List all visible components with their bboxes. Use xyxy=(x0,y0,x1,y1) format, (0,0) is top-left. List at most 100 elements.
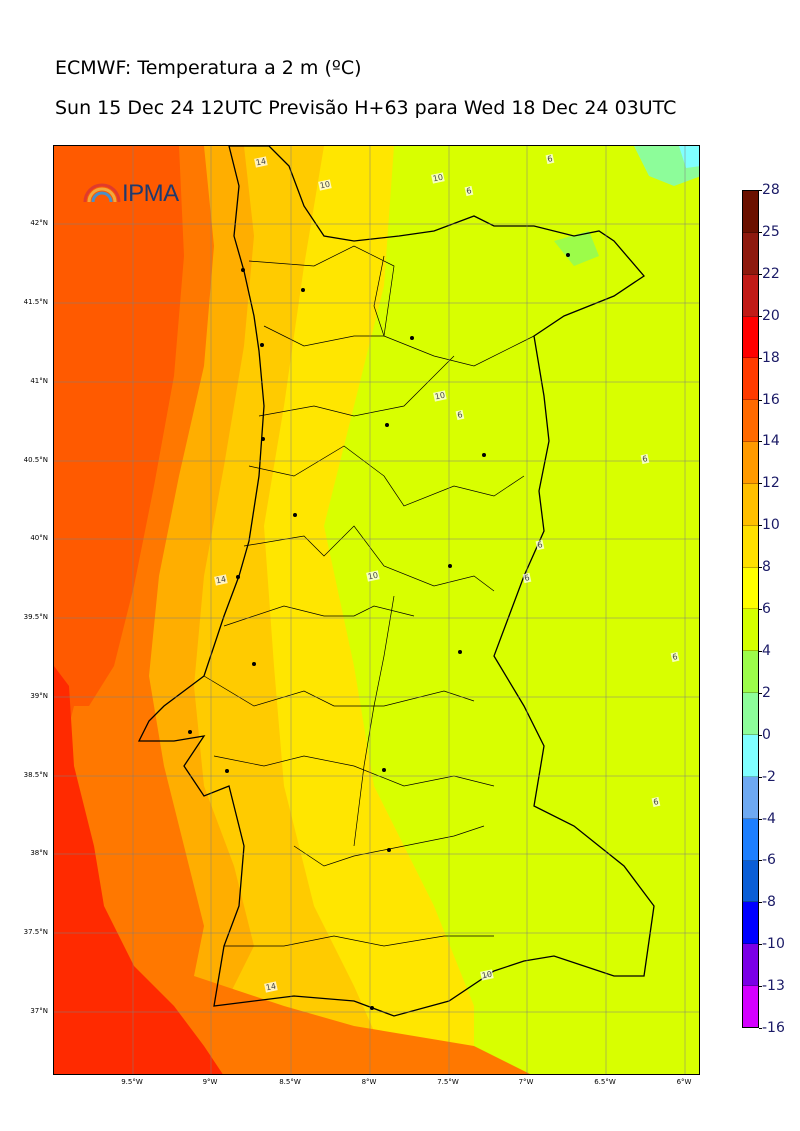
city-marker xyxy=(236,575,240,579)
colorbar-level-label: 28 xyxy=(762,182,780,198)
city-marker xyxy=(241,268,245,272)
colorbar-level-label: -13 xyxy=(762,978,785,995)
lat-label: 41.5°N xyxy=(23,298,48,306)
colorbar-tick xyxy=(759,609,762,610)
colorbar-tick xyxy=(759,860,762,862)
colorbar-level-label: 4 xyxy=(762,642,771,659)
colorbar-tick xyxy=(759,190,762,191)
colorbar-tick xyxy=(759,525,762,527)
colorbar-segment xyxy=(743,986,758,1027)
colorbar-level-label: 20 xyxy=(762,307,780,324)
temperature-map xyxy=(53,145,700,1075)
colorbar-level-label: 14 xyxy=(762,433,780,450)
colorbar-level-label: 10 xyxy=(762,517,780,534)
colorbar-level-label: 2 xyxy=(762,684,771,701)
colorbar-level-label: -6 xyxy=(762,852,776,869)
colorbar-tick xyxy=(759,399,762,401)
lat-label: 39°N xyxy=(30,692,48,700)
lon-label: 7.5°W xyxy=(437,1078,459,1086)
colorbar-tick xyxy=(759,1028,762,1029)
colorbar-tick xyxy=(759,692,762,694)
colorbar-tick xyxy=(759,273,762,275)
colorbar-segment xyxy=(743,776,758,819)
city-marker xyxy=(261,437,265,441)
colorbar-tick xyxy=(759,441,762,443)
colorbar-segment xyxy=(743,693,758,735)
logo-text: IPMA xyxy=(122,180,179,207)
lat-label: 40.5°N xyxy=(23,456,48,464)
colorbar-tick xyxy=(759,818,762,820)
colorbar-segment xyxy=(743,316,758,359)
colorbar-tick xyxy=(759,315,762,317)
colorbar-level-label: 22 xyxy=(762,265,780,282)
city-marker xyxy=(301,288,305,292)
colorbar-segment xyxy=(743,902,758,945)
colorbar-level-label: 16 xyxy=(762,391,780,408)
portugal-outline xyxy=(137,146,655,1017)
map-title: ECMWF: Temperatura a 2 m (ºC) xyxy=(55,57,362,79)
lon-label: 8.5°W xyxy=(279,1078,301,1086)
map-canvas xyxy=(54,146,699,1074)
northeast-green-patch xyxy=(554,231,599,266)
colorbar-level-label: 0 xyxy=(762,726,771,743)
colorbar-segment xyxy=(743,818,758,861)
colorbar-segment xyxy=(743,734,758,777)
city-marker xyxy=(482,453,486,457)
city-marker xyxy=(387,848,391,852)
city-marker xyxy=(225,769,229,773)
colorbar-tick xyxy=(759,986,762,988)
colorbar-tick xyxy=(759,650,762,652)
lon-label: 6°W xyxy=(676,1078,692,1086)
lat-label: 37.5°N xyxy=(23,928,48,936)
colorbar-segment xyxy=(743,358,758,401)
colorbar-segment xyxy=(743,609,758,652)
colorbar-segment xyxy=(743,944,758,987)
colorbar-level-label: 8 xyxy=(762,559,771,576)
lon-label: 9°W xyxy=(202,1078,218,1086)
offshore-zone xyxy=(54,146,184,1074)
colorbar-segment xyxy=(743,442,758,484)
city-marker xyxy=(260,343,264,347)
lat-label: 39.5°N xyxy=(23,613,48,621)
lat-lon-grid xyxy=(54,146,699,1074)
colorbar-tick xyxy=(759,567,762,569)
colorbar-segment xyxy=(743,525,758,568)
offshore-hot-zone xyxy=(54,666,223,1074)
city-marker xyxy=(385,423,389,427)
lat-label: 37°N xyxy=(30,1007,48,1015)
lon-label: 6.5°W xyxy=(594,1078,616,1086)
lon-label: 7°W xyxy=(518,1078,534,1086)
colorbar-level-label: 25 xyxy=(762,223,780,240)
lon-label: 9.5°W xyxy=(121,1078,143,1086)
lat-label: 38°N xyxy=(30,849,48,857)
colorbar-tick xyxy=(759,902,762,904)
colorbar-level-label: -2 xyxy=(762,768,776,785)
lat-label: 40°N xyxy=(30,534,48,542)
city-marker xyxy=(252,662,256,666)
forecast-subtitle: Sun 15 Dec 24 12UTC Previsão H+63 para W… xyxy=(55,97,677,119)
colorbar-level-label: -16 xyxy=(762,1020,785,1036)
city-marker xyxy=(458,650,462,654)
colorbar-segment xyxy=(743,483,758,526)
colorbar-level-label: 6 xyxy=(762,601,771,617)
city-marker xyxy=(448,564,452,568)
colorbar-tick xyxy=(759,357,762,359)
colorbar-level-label: -10 xyxy=(762,936,785,953)
ipma-logo: IPMA xyxy=(82,180,179,208)
rainbow-arc-icon xyxy=(82,180,122,208)
city-marker xyxy=(382,768,386,772)
lat-label: 41°N xyxy=(30,377,48,385)
colorbar-segment xyxy=(743,191,758,233)
colorbar-level-label: -8 xyxy=(762,894,776,911)
colorbar-tick xyxy=(759,734,762,736)
colorbar-tick xyxy=(759,231,762,233)
colorbar-level-label: 12 xyxy=(762,475,780,492)
lat-label: 42°N xyxy=(30,219,48,227)
colorbar-segment xyxy=(743,400,758,443)
colorbar-level-label: 18 xyxy=(762,349,780,366)
colorbar-segment xyxy=(743,274,758,317)
colorbar-tick xyxy=(759,776,762,778)
colorbar-segment xyxy=(743,860,758,903)
lon-label: 8°W xyxy=(361,1078,377,1086)
colorbar-segment xyxy=(743,232,758,275)
